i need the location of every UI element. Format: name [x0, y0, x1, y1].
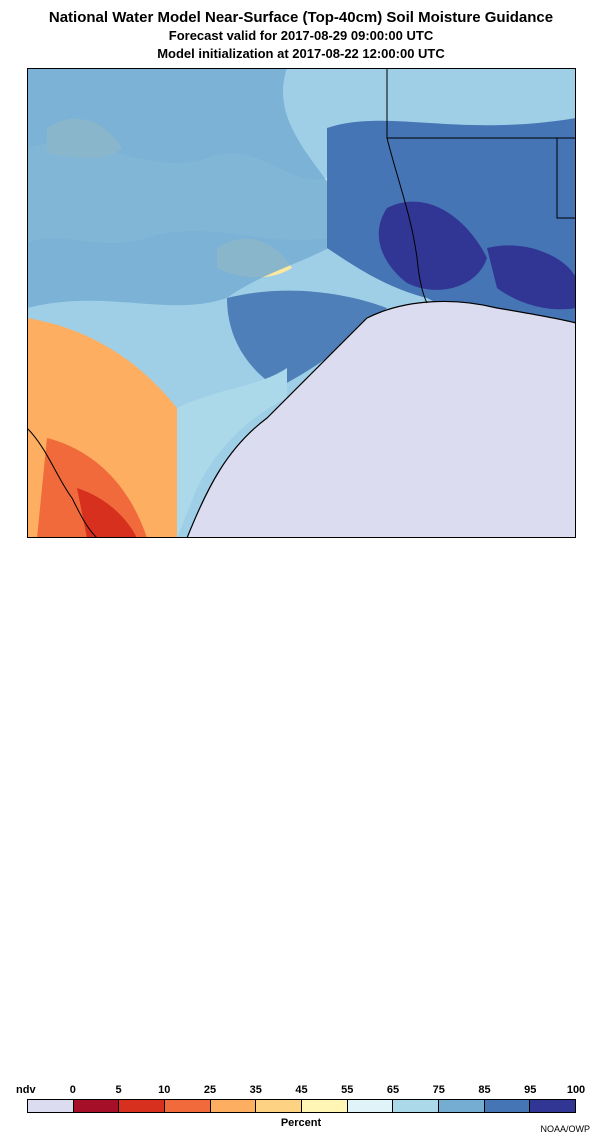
- legend-tick-label: 45: [295, 1084, 308, 1096]
- legend-swatch: [302, 1100, 348, 1112]
- legend-tick-label: 85: [478, 1084, 491, 1096]
- legend-ndv-label: ndv: [16, 1084, 36, 1096]
- legend-tick-label: 0: [69, 1084, 76, 1096]
- coastal-strip: [177, 368, 287, 538]
- legend-swatch: [393, 1100, 440, 1112]
- map-frame: [27, 68, 576, 538]
- state-boundary: [386, 137, 428, 304]
- very-dry-region: [37, 438, 147, 538]
- model-init-subtitle: Model initialization at 2017-08-22 12:00…: [157, 46, 445, 61]
- legend-swatch: [256, 1100, 303, 1112]
- legend-swatch: [530, 1100, 576, 1112]
- legend-tick-label: 55: [341, 1084, 354, 1096]
- legend-tick-label: 10: [158, 1084, 171, 1096]
- international-boundary: [27, 427, 98, 538]
- legend-tick-label: 35: [249, 1084, 262, 1096]
- legend-colorbar: [27, 1099, 576, 1113]
- wet-band: [227, 290, 387, 388]
- saturated-core: [378, 201, 487, 290]
- gulf-of-mexico: [186, 300, 576, 538]
- legend-swatch: [73, 1100, 120, 1112]
- legend-tick-label: 100: [566, 1084, 586, 1096]
- legend-tick-label: 65: [386, 1084, 400, 1096]
- legend-swatch: [347, 1100, 394, 1112]
- legend-tick-label: 75: [432, 1084, 445, 1096]
- credit-label: NOAA/OWP: [540, 1124, 590, 1134]
- driest-region: [77, 488, 137, 538]
- forecast-valid-subtitle: Forecast valid for 2017-08-29 09:00:00 U…: [168, 28, 434, 43]
- legend-swatch: [484, 1100, 531, 1112]
- legend-swatch: [119, 1100, 166, 1112]
- soil-moisture-map: [27, 68, 576, 538]
- legend-swatch: [165, 1100, 211, 1112]
- legend-tick-label: 95: [524, 1084, 537, 1096]
- legend-swatch: [210, 1100, 257, 1112]
- legend-unit-label: Percent: [280, 1117, 322, 1129]
- legend: ndv 0 5 10 25 35 45 55 65 75 85 95 100 Percent NOAA…: [0, 540, 602, 1134]
- legend-tick-label: 25: [203, 1084, 217, 1096]
- map-title: National Water Model Near-Surface (Top-4…: [48, 9, 554, 26]
- saturated-core: [487, 245, 576, 310]
- legend-tick-label: 5: [115, 1084, 122, 1096]
- legend-swatch: [28, 1100, 74, 1112]
- state-boundary: [556, 138, 576, 219]
- legend-swatch: [439, 1100, 485, 1112]
- moderate-moisture-zone: [27, 68, 357, 308]
